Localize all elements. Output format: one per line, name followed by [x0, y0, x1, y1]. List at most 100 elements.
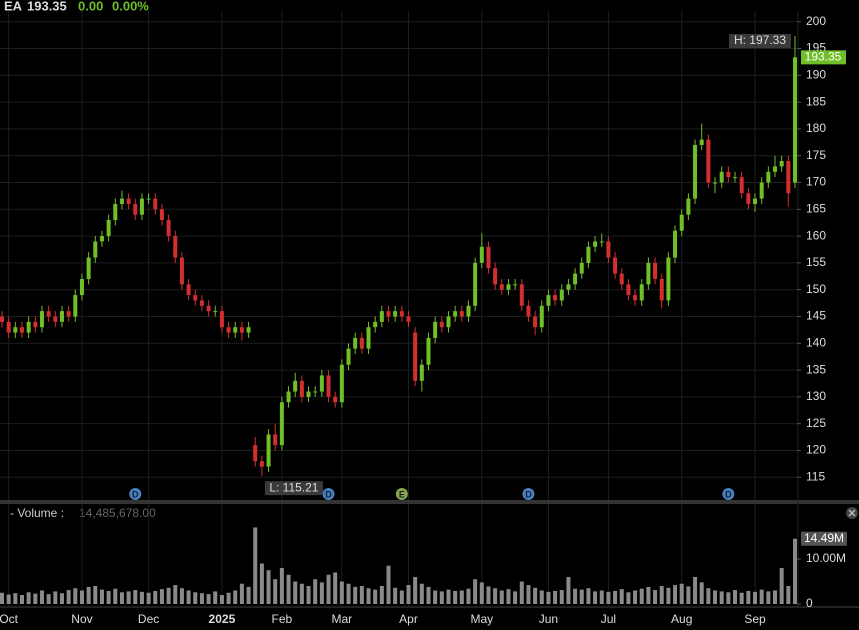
candle-body: [653, 262, 658, 279]
volume-bar: [753, 591, 758, 604]
volume-bar: [626, 592, 631, 604]
volume-bar: [139, 591, 144, 604]
volume-bar: [319, 582, 324, 604]
candle-body: [353, 337, 358, 349]
volume-bar: [186, 590, 191, 604]
volume-bar: [499, 590, 504, 604]
volume-bar: [653, 590, 658, 604]
volume-bar: [366, 588, 371, 604]
candle-body: [313, 391, 318, 393]
event-label: D: [525, 489, 532, 499]
volume-bar: [106, 590, 111, 604]
volume-bar: [546, 591, 551, 604]
candle-body: [73, 295, 78, 317]
volume-bar: [293, 581, 298, 604]
candle-body: [726, 171, 731, 178]
candle-body: [119, 198, 124, 204]
candle-body: [393, 311, 398, 317]
volume-bar: [519, 581, 524, 604]
candle-body: [106, 220, 111, 237]
event-label: E: [399, 489, 405, 499]
candle-body: [279, 402, 284, 446]
y-tick-label: 170: [806, 175, 826, 189]
volume-bar: [353, 586, 358, 604]
volume-bar: [19, 594, 24, 604]
volume-bar: [506, 589, 511, 604]
candle-body: [0, 316, 4, 322]
candle-body: [226, 327, 231, 333]
candle-body: [153, 198, 158, 210]
last-price: 193.35: [27, 0, 67, 13]
volume-bar: [239, 583, 244, 604]
volume-bar: [793, 538, 797, 604]
candle-body: [693, 144, 698, 199]
candle-body: [659, 278, 664, 301]
volume-bar: [619, 589, 624, 604]
volume-bar: [559, 590, 564, 604]
volume-bar: [613, 590, 618, 604]
candle-body: [553, 295, 558, 301]
event-label: D: [132, 489, 139, 499]
candle-body: [293, 380, 298, 392]
volume-tick-label: 10.00M: [806, 551, 846, 565]
volume-bar: [193, 592, 198, 604]
candle-body: [339, 364, 344, 403]
candle-body: [33, 321, 38, 328]
candle-body: [673, 230, 678, 258]
candle-body: [773, 166, 778, 172]
symbol: EA: [4, 0, 23, 13]
volume-bar: [539, 590, 544, 604]
event-marker: [322, 488, 335, 500]
candle-body: [39, 311, 44, 328]
volume-bar: [473, 579, 478, 604]
x-tick-label: Sep: [744, 612, 766, 626]
candle-body: [706, 139, 711, 183]
candle-body: [473, 262, 478, 306]
candle-body: [426, 337, 431, 365]
volume-bar: [706, 588, 711, 604]
high-label-box: [729, 34, 791, 49]
candle-body: [366, 327, 371, 349]
close-volume-button[interactable]: [846, 507, 858, 519]
candle-body: [713, 182, 718, 184]
volume-bar: [333, 572, 338, 604]
candle-body: [346, 348, 351, 365]
candle-body: [359, 337, 364, 349]
volume-bar: [513, 591, 518, 604]
candle-body: [59, 311, 64, 322]
y-tick-label: 120: [806, 443, 826, 457]
volume-bar: [113, 588, 118, 604]
volume-bar: [226, 592, 231, 604]
volume-bar: [566, 576, 571, 604]
candle-body: [66, 311, 71, 317]
candle-body: [79, 278, 84, 296]
volume-bar: [253, 527, 258, 604]
last-price-box: [801, 50, 846, 65]
candle-body: [586, 246, 591, 263]
x-tick-label: Nov: [71, 612, 92, 626]
candle-body: [466, 305, 471, 317]
volume-bar: [526, 585, 531, 604]
candle-body: [646, 262, 651, 285]
event-label: D: [725, 489, 732, 499]
volume-bar: [126, 591, 131, 604]
candle-body: [479, 246, 484, 263]
candle-body: [333, 396, 338, 403]
candle-body: [433, 321, 438, 338]
x-tick-label: Apr: [399, 612, 418, 626]
y-tick-label: 130: [806, 389, 826, 403]
volume-bar: [326, 574, 331, 604]
volume-bar: [479, 582, 484, 604]
candle-body: [719, 171, 724, 183]
candle-body: [306, 391, 311, 397]
volume-bar: [339, 581, 344, 604]
volume-bar: [73, 588, 78, 604]
panel-separator: [0, 500, 859, 504]
candle-body: [559, 289, 564, 301]
volume-bar: [579, 589, 584, 604]
candle-body: [639, 284, 644, 301]
volume-bar: [633, 590, 638, 604]
volume-bar: [766, 591, 771, 604]
x-tick-label: Aug: [671, 612, 692, 626]
volume-last-label: 14.49M: [804, 531, 844, 545]
